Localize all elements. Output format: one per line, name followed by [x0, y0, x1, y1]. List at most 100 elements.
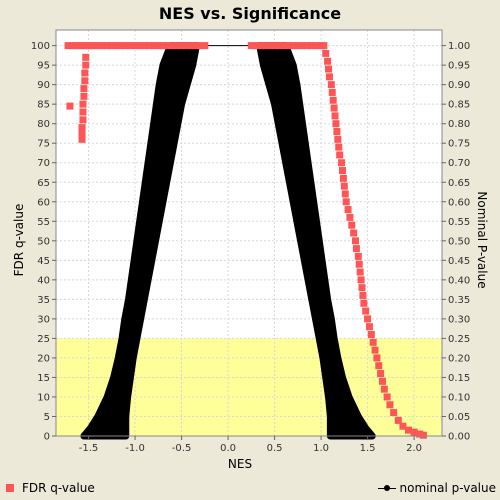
fdr-point [348, 221, 356, 229]
plot-border [55, 29, 443, 437]
right-y-tick-label: 0.10 [448, 392, 470, 403]
fdr-point [131, 42, 139, 50]
fdr-point [357, 276, 365, 284]
fdr-point [410, 428, 418, 436]
fdr-point [386, 401, 394, 409]
fdr-point [140, 42, 148, 50]
x-tick-label: 0.5 [267, 443, 283, 454]
fdr-point [369, 338, 377, 346]
fdr-point [79, 108, 87, 116]
fdr-point [83, 42, 91, 50]
right-y-tick-label: 0.00 [448, 432, 470, 443]
fdr-point [168, 42, 176, 50]
fdr-point [334, 135, 342, 143]
fdr-point [338, 159, 346, 167]
fdr-point [303, 42, 311, 50]
fdr-point [80, 92, 88, 100]
fdr-point [352, 245, 360, 253]
fdr-point [266, 42, 274, 50]
fdr-point [350, 229, 358, 237]
fdr-point [173, 42, 181, 50]
fdr-point [252, 42, 260, 50]
right-y-tick-label: 0.20 [448, 353, 470, 364]
left-y-tick-label: 65 [37, 178, 50, 189]
fdr-point [117, 42, 125, 50]
fdr-point [164, 42, 172, 50]
fdr-point [112, 42, 120, 50]
fdr-point [247, 42, 255, 50]
fdr-point [81, 77, 89, 85]
left-y-tick-label: 70 [37, 158, 50, 169]
fdr-point [394, 416, 402, 424]
right-y-tick-label: 0.70 [448, 158, 470, 169]
fdr-point [320, 42, 328, 50]
fdr-point [78, 135, 86, 143]
x-tick-label: -0.5 [172, 443, 192, 454]
fdr-point [257, 42, 265, 50]
left-y-tick-label: 100 [31, 41, 50, 52]
fdr-point [340, 182, 348, 190]
fdr-point [196, 42, 204, 50]
right-y-tick-label: 0.15 [448, 373, 470, 384]
left-y-axis-ticks: 0 5 10 15 20 25 30 35 40 45 50 55 60 65 70 75 80 85 90 95 10… [31, 41, 56, 443]
fdr-point [145, 42, 153, 50]
fdr-point [81, 69, 89, 77]
fdr-point [333, 128, 341, 135]
right-y-axis-ticks: 0.00 0.05 0.10 0.15 0.20 0.25 0.30 0.35 0.40 0.45… [442, 41, 470, 443]
fdr-point [362, 307, 370, 315]
fdr-point [378, 377, 386, 385]
fdr-point [416, 430, 424, 438]
fdr-point [79, 100, 87, 108]
fdr-point [360, 299, 368, 307]
right-y-tick-label: 1.00 [448, 41, 470, 52]
fdr-point [371, 346, 379, 354]
left-y-tick-label: 40 [37, 275, 50, 286]
chart-title: NES vs. Significance [159, 4, 341, 23]
fdr-point [325, 73, 333, 81]
fdr-point [187, 42, 195, 50]
fdr-point [78, 128, 86, 135]
fdr-point [271, 42, 279, 50]
fdr-point [178, 42, 186, 50]
fdr-point [289, 42, 297, 50]
legend-swatch-square-icon [6, 484, 14, 492]
fdr-point [355, 260, 363, 268]
fdr-point [108, 42, 116, 50]
fdr-point [351, 237, 359, 245]
fdr-point [365, 323, 373, 331]
x-axis-label: NES [228, 457, 252, 471]
left-y-tick-label: 50 [37, 236, 50, 247]
left-y-tick-label: 55 [37, 217, 50, 228]
fdr-point [335, 143, 343, 151]
left-y-tick-label: 30 [37, 314, 50, 325]
x-tick-label: 1.5 [360, 443, 376, 454]
left-y-tick-label: 90 [37, 80, 50, 91]
left-y-tick-label: 95 [37, 61, 50, 72]
right-y-tick-label: 0.95 [448, 61, 470, 72]
fdr-point [64, 42, 72, 50]
right-y-tick-label: 0.65 [448, 178, 470, 189]
fdr-point [339, 174, 347, 182]
right-y-tick-label: 0.35 [448, 295, 470, 306]
fdr-point [332, 120, 340, 128]
fdr-point [182, 42, 190, 50]
fdr-point [280, 42, 288, 50]
fdr-point [383, 393, 391, 401]
fdr-point [325, 65, 333, 73]
fdr-point [390, 409, 398, 417]
fdr-point [298, 42, 306, 50]
fdr-point [79, 42, 87, 50]
fdr-point [86, 42, 94, 50]
fdr-point [342, 198, 350, 206]
fdr-point [68, 42, 76, 50]
right-y-tick-label: 0.55 [448, 217, 470, 228]
right-y-tick-label: 0.75 [448, 139, 470, 150]
fdr-point [377, 370, 385, 378]
left-y-tick-label: 45 [37, 256, 50, 267]
fdr-point [324, 57, 332, 65]
legend-swatch-line-circle-icon [377, 484, 396, 492]
legend-label-fdr: FDR q-value [22, 481, 95, 495]
left-y-tick-label: 80 [37, 119, 50, 130]
fdr-point [341, 190, 349, 198]
